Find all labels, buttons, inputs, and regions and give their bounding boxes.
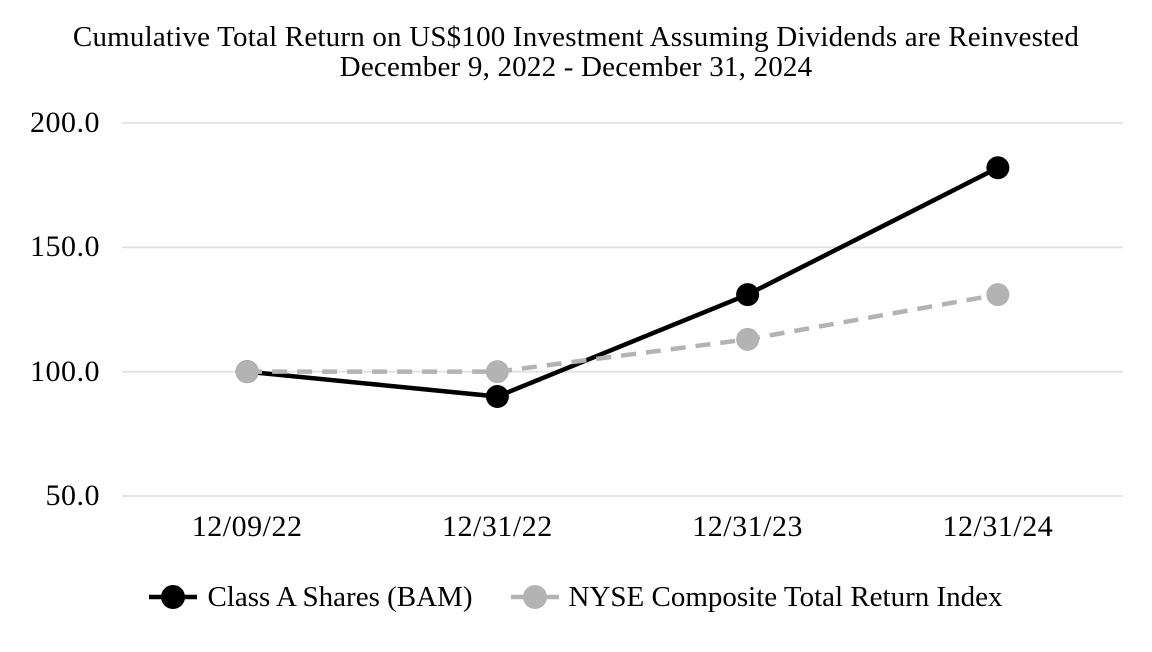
y-axis-tick-label: 50.0 [45, 479, 100, 512]
chart-subtitle: December 9, 2022 - December 31, 2024 [339, 51, 813, 83]
x-axis-tick-label: 12/31/24 [942, 510, 1054, 543]
data-point-nyse-composite-total-return-index-12-09-22 [235, 360, 259, 384]
y-axis-tick-label: 150.0 [30, 230, 100, 264]
x-axis-tick-label: 12/31/22 [442, 510, 553, 543]
data-point-nyse-composite-total-return-index-12-31-23 [736, 327, 760, 351]
series-line-nyse-composite-total-return-index [247, 292, 999, 374]
legend-label: Class A Shares (BAM) [207, 581, 473, 613]
y-axis-tick-label: 100.0 [30, 354, 100, 388]
data-point-nyse-composite-total-return-index-12-31-22 [485, 360, 509, 384]
legend: Class A Shares (BAM) NYSE Composite Total… [0, 580, 1152, 614]
legend-item-nyse-composite-total-return-index: NYSE Composite Total Return Index [510, 580, 1003, 614]
data-point-nyse-composite-total-return-index-12-31-24 [986, 283, 1010, 307]
x-axis-tick-label: 12/31/23 [692, 510, 803, 543]
legend-label: NYSE Composite Total Return Index [568, 581, 1003, 613]
solid-line-circle-marker-icon [149, 585, 198, 609]
chart-title: Cumulative Total Return on US$100 Invest… [72, 21, 1080, 53]
data-point-class-a-shares-bam-12-31-23 [736, 283, 760, 307]
data-point-class-a-shares-bam-12-31-24 [986, 156, 1010, 180]
x-axis-tick-label: 12/09/22 [191, 510, 303, 543]
dashed-line-circle-marker-icon [510, 585, 559, 609]
data-point-class-a-shares-bam-12-31-22 [485, 385, 509, 409]
series-line-class-a-shares-bam [246, 165, 999, 399]
y-axis-tick-label: 200.0 [30, 106, 100, 139]
legend-item-class-a-shares-bam: Class A Shares (BAM) [149, 580, 473, 614]
